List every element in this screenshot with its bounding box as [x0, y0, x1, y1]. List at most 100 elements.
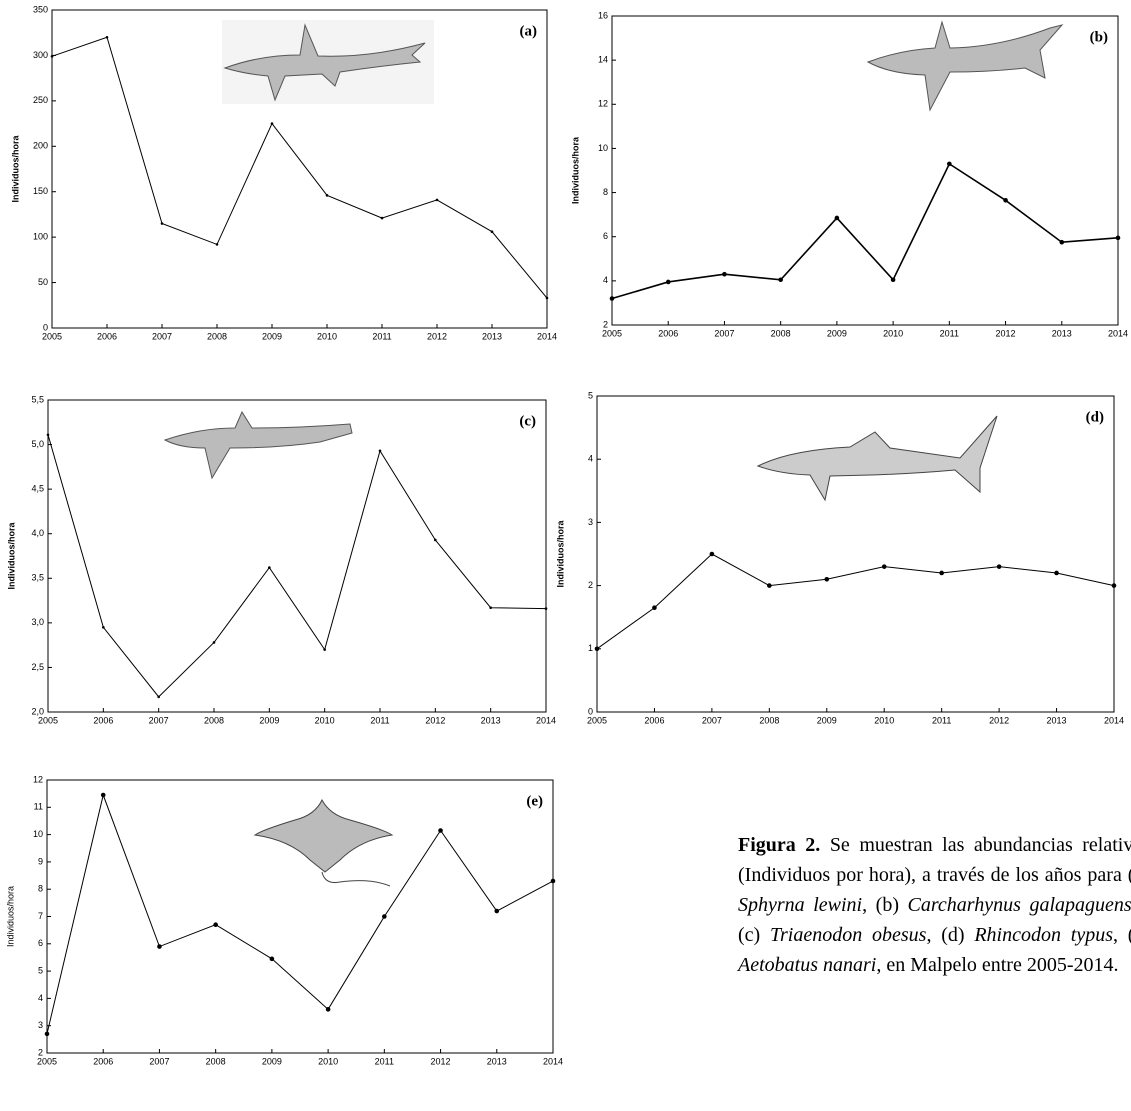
x-tick-label: 2007	[149, 715, 169, 725]
x-tick-label: 2011	[370, 715, 389, 725]
y-tick-label: 2,0	[31, 706, 44, 716]
x-tick-label: 2009	[259, 715, 279, 725]
x-tick-label: 2011	[932, 715, 951, 725]
x-tick-label: 2007	[149, 1056, 169, 1066]
x-tick-label: 2012	[431, 1056, 451, 1066]
y-tick-label: 10	[598, 143, 608, 153]
data-point	[270, 122, 274, 125]
x-tick-label: 2006	[658, 328, 678, 338]
y-tick-label: 12	[598, 99, 608, 109]
ray-illustration	[253, 798, 394, 887]
x-tick-label: 2010	[317, 331, 337, 341]
data-point	[594, 646, 600, 652]
y-tick-label: 100	[33, 232, 48, 242]
plot-frame	[611, 15, 1119, 326]
x-tick-label: 2005	[42, 331, 62, 341]
y-tick-label: 5	[588, 390, 593, 400]
caption-segment: Aetobatus nanari	[738, 954, 877, 976]
y-axis-label: Individuos/hora	[555, 520, 565, 588]
x-tick-label: 2010	[315, 715, 335, 725]
data-point	[435, 198, 439, 202]
x-tick-label: 2006	[97, 331, 117, 341]
chart-panel: 2 4 6 8 10 12 14 16 2005 2006 2007 2008 2009 2010 2011…	[570, 10, 1128, 338]
data-point	[890, 277, 896, 283]
data-point	[105, 35, 109, 39]
caption-segment: Figura 2.	[738, 834, 821, 856]
caption-segment: Rhincodon typus	[974, 924, 1113, 946]
data-point	[157, 695, 160, 699]
panel-label: (d)	[1086, 409, 1104, 425]
data-point	[213, 922, 218, 927]
data-point	[490, 230, 494, 233]
x-tick-label: 2012	[989, 715, 1009, 725]
x-tick-label: 2014	[536, 715, 556, 725]
y-axis-label: Individuos/hora	[5, 886, 15, 947]
data-point	[550, 878, 556, 884]
data-point	[778, 277, 783, 283]
y-tick-label: 6	[603, 231, 608, 241]
panel-label: (a)	[520, 23, 538, 39]
y-tick-label: 16	[598, 10, 608, 20]
figure-caption: Figura 2. Se muestran las abundancias re…	[738, 830, 1131, 980]
x-tick-label: 2013	[482, 331, 502, 341]
y-tick-label: 5,5	[31, 394, 44, 404]
data-point	[325, 194, 329, 197]
data-point	[434, 538, 437, 542]
data-point	[1003, 197, 1008, 203]
panel-label: (c)	[519, 413, 536, 429]
y-axis-label: Individuos/hora	[10, 135, 20, 203]
y-tick-label: 2	[38, 1047, 43, 1057]
data-line	[596, 553, 1115, 650]
x-tick-label: 2010	[883, 328, 903, 338]
data-point	[947, 161, 952, 167]
data-line	[46, 793, 554, 1035]
x-tick-label: 2009	[827, 328, 847, 338]
y-tick-label: 3	[588, 517, 593, 527]
data-point	[215, 243, 219, 246]
x-tick-label: 2009	[262, 331, 282, 341]
data-point	[325, 1007, 331, 1012]
chart-panel: 0 1 2 3 4 5 2005 2006 2007 2008 2009 2010 2011 2012 20…	[555, 390, 1124, 725]
x-tick-label: 2013	[481, 715, 501, 725]
x-tick-label: 2011	[372, 331, 391, 341]
x-tick-label: 2006	[93, 715, 113, 725]
x-tick-label: 2007	[702, 715, 722, 725]
chart-panel: 2,0 2,5 3,0 3,5 4,0 4,5 5,0 5,5 2005 2006 2007 2008…	[6, 394, 556, 725]
data-point	[665, 279, 671, 285]
caption-segment: Triaenodon obesus	[769, 924, 927, 946]
x-tick-label: 2008	[759, 715, 779, 725]
x-tick-label: 2005	[38, 715, 58, 725]
x-tick-label: 2011	[375, 1056, 394, 1066]
data-point	[438, 828, 443, 833]
y-tick-label: 4,0	[31, 528, 44, 538]
y-tick-label: 50	[38, 277, 48, 287]
data-point	[722, 271, 727, 277]
y-axis-label: Individuos/hora	[570, 136, 580, 204]
shark-illustration	[222, 20, 434, 104]
data-point	[212, 641, 216, 644]
x-tick-label: 2011	[940, 328, 959, 338]
caption-segment: , (d)	[926, 924, 975, 946]
caption-segment: Sphyrna lewini	[738, 894, 863, 916]
x-tick-label: 2010	[874, 715, 894, 725]
data-point	[1054, 570, 1059, 576]
y-tick-label: 7	[38, 911, 43, 921]
data-line	[47, 434, 547, 698]
y-tick-label: 4	[588, 454, 593, 464]
x-tick-label: 2005	[37, 1056, 57, 1066]
x-tick-label: 2005	[602, 328, 622, 338]
y-tick-label: 4	[603, 275, 608, 285]
data-point	[544, 607, 548, 610]
y-tick-label: 11	[34, 802, 43, 812]
chart-panel: 2 3 4 5 6 7 8 9 10 11 12 2005 2006 2007 2008 2009 2010 20…	[5, 774, 563, 1066]
y-tick-label: 2	[603, 319, 608, 329]
caption-segment: , (c)	[738, 924, 761, 946]
data-point	[44, 1031, 50, 1037]
x-tick-label: 2007	[714, 328, 734, 338]
x-tick-label: 2010	[318, 1056, 338, 1066]
data-line	[611, 162, 1119, 300]
y-tick-label: 3,0	[31, 617, 44, 627]
y-tick-label: 350	[33, 4, 48, 14]
y-tick-label: 250	[33, 95, 48, 105]
x-tick-label: 2012	[427, 331, 447, 341]
